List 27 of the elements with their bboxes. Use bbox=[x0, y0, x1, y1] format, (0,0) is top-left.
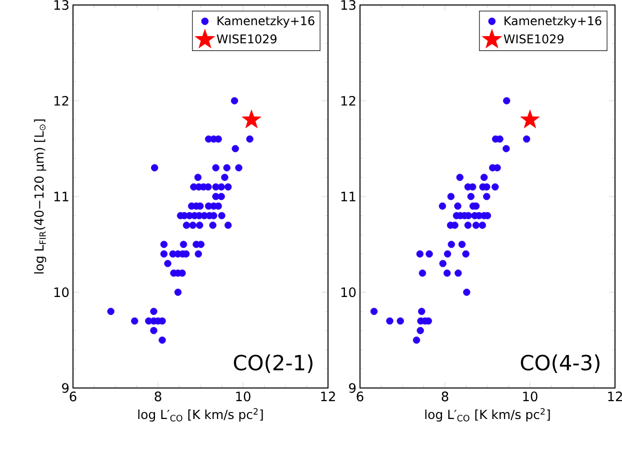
legend-label: Kamenetzky+16 bbox=[504, 16, 602, 28]
x-tick-label: 6 bbox=[356, 392, 364, 402]
x-tick-label: 10 bbox=[523, 392, 538, 402]
x-tick-label: 12 bbox=[608, 392, 622, 402]
annotation: CO(4-3) bbox=[520, 354, 600, 373]
y-axis-title: log L$_{FIR}$(40−120 μm) [L$_{⊙}$] bbox=[34, 119, 46, 274]
y-tick-label: 12 bbox=[54, 96, 68, 106]
y-tick-label: 13 bbox=[54, 0, 68, 10]
y-tick-label: 11 bbox=[54, 192, 68, 202]
y-tick-label: 13 bbox=[341, 0, 356, 10]
x-axis-title: log L′$_{CO}$ [K km/s pc$^{2}$] bbox=[425, 408, 550, 422]
x-tick-label: 6 bbox=[70, 392, 76, 402]
x-tick-label: 8 bbox=[442, 392, 448, 402]
legend-label: WISE1029 bbox=[504, 34, 564, 44]
y-tick-label: 9 bbox=[349, 383, 356, 393]
x-tick-label: 8 bbox=[154, 392, 162, 402]
legend-label: WISE1029 bbox=[216, 34, 276, 44]
y-tick-label: 11 bbox=[341, 192, 356, 202]
y-tick-label: 9 bbox=[62, 383, 69, 393]
x-axis-title: log L′$_{CO}$ [K km/s pc$^{2}$] bbox=[138, 408, 263, 422]
x-tick-label: 12 bbox=[321, 392, 335, 402]
y-tick-label: 10 bbox=[54, 287, 69, 298]
x-tick-label: 10 bbox=[236, 392, 250, 402]
annotation: CO(2-1) bbox=[234, 354, 312, 373]
legend-label: Kamenetzky+16 bbox=[218, 16, 314, 28]
y-tick-label: 10 bbox=[341, 287, 356, 298]
y-tick-label: 12 bbox=[341, 96, 356, 106]
